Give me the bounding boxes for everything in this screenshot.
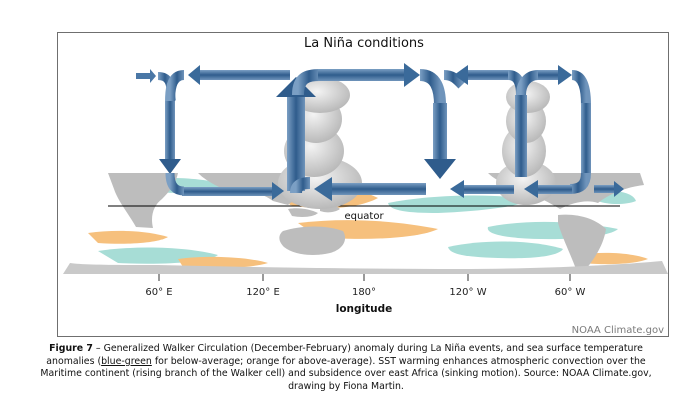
cool-sst-patch <box>388 195 528 213</box>
x-tick-label: 60° W <box>555 287 586 298</box>
surface-westward-arrowhead <box>450 180 464 198</box>
credit-label: NOAA Climate.gov <box>572 325 664 336</box>
upper-inflow-arrow <box>136 69 156 83</box>
rising-branch-arrow <box>287 95 305 191</box>
upper-eastward-arrow <box>538 70 558 80</box>
figure-caption: Figure 7 – Generalized Walker Circulatio… <box>40 343 652 393</box>
walker-circulation-arrows <box>136 63 624 201</box>
x-axis-label: longitude <box>336 303 393 315</box>
caption-blue-green-term: blue-green <box>101 355 152 367</box>
surface-westward-arrow <box>330 183 426 195</box>
x-tick-label: 120° E <box>246 287 280 298</box>
africa-land <box>108 173 178 228</box>
corner-curve <box>571 70 591 106</box>
x-tick-label: 180° <box>352 287 376 298</box>
surface-eastward-arrowhead <box>614 181 624 197</box>
corner-curve <box>290 177 311 194</box>
south-america-land <box>558 214 606 269</box>
x-tick-label: 120° W <box>449 287 486 298</box>
longitude-axis: 60° E 120° E 180° 120° W 60° W longitude <box>145 274 586 315</box>
surface-westward-arrow <box>536 185 572 194</box>
warm-sst-patch <box>88 230 168 244</box>
surface-eastward-arrow <box>182 187 272 196</box>
figure-frame: La Niña conditions equator 60° E 120° E … <box>57 32 669 337</box>
warm-sst-patch <box>178 256 268 269</box>
sinking-branch-arrow <box>581 103 591 173</box>
caption-text: for below-average; orange for above-aver… <box>40 355 652 392</box>
sinking-branch-arrowhead <box>424 159 456 179</box>
equator-label: equator <box>344 211 384 222</box>
caption-label: Figure 7 <box>49 343 93 354</box>
caption-text: – Generalized Walker Circulation (Decemb… <box>46 343 643 367</box>
corner-curve <box>292 69 321 96</box>
surface-eastward-arrow <box>594 185 614 193</box>
maritime-continent-land <box>288 208 318 217</box>
upper-westward-arrowhead <box>454 65 468 85</box>
surface-eastward-arrowhead <box>272 182 284 200</box>
upper-eastward-arrowhead <box>558 65 572 85</box>
corner-curve <box>165 172 185 196</box>
walker-circulation-diagram: La Niña conditions equator 60° E 120° E … <box>63 36 668 336</box>
corner-curve <box>419 69 446 106</box>
surface-westward-arrow <box>462 185 514 194</box>
upper-westward-arrowhead <box>188 65 200 85</box>
cool-sst-patch <box>448 241 563 259</box>
antarctica-land <box>63 261 668 274</box>
diagram-title: La Niña conditions <box>304 36 424 51</box>
sinking-branch-arrowhead <box>159 159 181 174</box>
upper-eastward-arrowhead <box>404 63 420 87</box>
sinking-branch-arrow <box>165 101 175 161</box>
upper-westward-arrow <box>468 70 508 80</box>
australia-land <box>279 226 346 255</box>
rising-branch-arrow <box>515 95 527 177</box>
x-tick-label: 60° E <box>145 287 172 298</box>
corner-curve <box>569 172 591 194</box>
sinking-branch-arrow <box>433 103 447 161</box>
corner-curve <box>443 70 466 89</box>
upper-westward-arrow <box>200 70 290 80</box>
surface-westward-arrowhead <box>314 177 332 201</box>
surface-westward-arrowhead <box>524 180 538 198</box>
upper-eastward-arrow <box>318 69 406 81</box>
corner-curve <box>516 70 539 96</box>
corner-curve <box>165 70 185 104</box>
